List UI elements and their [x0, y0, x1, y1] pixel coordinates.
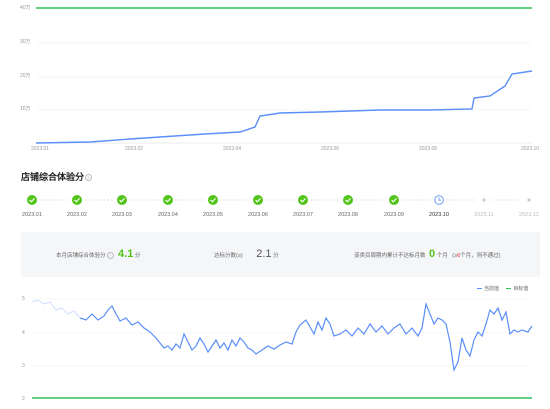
monthly-score-label: 本月店铺综合体验分 [56, 253, 106, 259]
section-title: 店铺综合体验分? [21, 170, 93, 183]
check-circle-icon [208, 195, 218, 205]
series-line [79, 301, 533, 372]
timeline-month-label: 2023.11 [474, 212, 494, 218]
check-circle-icon [253, 195, 263, 205]
fail-note-suffix: 个月，则不通过) [460, 253, 501, 259]
check-circle-icon [163, 195, 173, 205]
y-tick-label: 2 [22, 396, 25, 402]
x-tick-label: 2023.08 [419, 146, 438, 152]
timeline-month-label: 2023.03 [112, 212, 132, 218]
pass-score-label: 达标分数(≥) [214, 253, 243, 259]
fail-months: 该类目周期内累计不达标月数 0 个月 (≥6个月，则不通过) [354, 248, 501, 260]
timeline-month-label: 2023.10 [429, 212, 449, 218]
pending-dot-icon [482, 198, 486, 202]
y-tick-label: 4 [22, 330, 25, 336]
check-circle-icon [117, 195, 127, 205]
top-chart-plot [35, 7, 533, 144]
pass-score-value: 2.1 [256, 248, 272, 260]
pass-score-unit: 分 [273, 253, 279, 259]
x-tick-label: 2023.10 [521, 146, 540, 152]
check-circle-icon [298, 195, 308, 205]
x-tick-label: 2023.02 [125, 146, 144, 152]
legend-item-target[interactable]: 目标值 [506, 286, 528, 292]
legend-item-current[interactable]: 当前值 [477, 286, 499, 292]
x-tick-label: 2023.06 [321, 146, 340, 152]
x-tick-label: 2023.04 [223, 146, 242, 152]
y-tick-label: 40万 [20, 5, 31, 11]
check-circle-icon [72, 195, 82, 205]
monthly-score-value: 4.1 [118, 248, 134, 260]
check-circle-icon [27, 195, 37, 205]
timeline-month-label: 2023.04 [158, 212, 178, 218]
fail-note-number: 6 [457, 253, 461, 259]
pending-dot-icon [527, 198, 531, 202]
timeline-month-label: 2023.06 [248, 212, 268, 218]
chart-legend: 当前值 目标值 [477, 285, 528, 292]
check-circle-icon [343, 195, 353, 205]
pass-score: 达标分数(≥) 2.1 分 [214, 248, 279, 260]
clock-icon [434, 195, 444, 205]
y-tick-label: 10万 [20, 106, 31, 112]
section-title-text: 店铺综合体验分 [21, 172, 85, 182]
timeline-month-label: 2023.08 [338, 212, 358, 218]
timeline-month-label: 2023.02 [67, 212, 87, 218]
x-tick-label: 2023.01 [31, 146, 50, 152]
series-line [35, 70, 533, 144]
month-timeline [0, 190, 550, 220]
timeline-month-label: 2023.07 [293, 212, 313, 218]
fail-note-prefix: (≥ [452, 253, 458, 259]
timeline-track [27, 195, 531, 205]
y-tick-label: 5 [22, 296, 25, 302]
cumulative-line-chart: 40万 30万 20万 10万 2023.01 2023.02 2023.04 … [0, 0, 550, 160]
monthly-score: 本月店铺综合体验分? 4.1 分 [56, 248, 140, 260]
score-trend-chart: 当前值 目标值 5 4 3 2 [0, 280, 550, 409]
fail-months-unit: 个月 [436, 253, 448, 259]
timeline-month-label: 2023.05 [203, 212, 223, 218]
question-circle-icon[interactable]: ? [106, 252, 114, 260]
fail-months-label: 该类目周期内累计不达标月数 [354, 253, 426, 259]
y-tick-label: 20万 [20, 73, 31, 79]
score-summary-panel: 本月店铺综合体验分? 4.1 分 达标分数(≥) 2.1 分 该类目周期内累计不… [21, 232, 540, 277]
bottom-chart-plot [31, 298, 533, 399]
check-circle-icon [389, 195, 399, 205]
timeline-month-label: 2023.09 [384, 212, 404, 218]
y-tick-label: 30万 [20, 39, 31, 45]
monthly-score-unit: 分 [134, 253, 141, 259]
legend-label: 当前值 [484, 286, 500, 292]
timeline-month-label: 2023.01 [22, 212, 42, 218]
question-circle-icon[interactable]: ? [85, 174, 93, 182]
fail-months-note: (≥6个月，则不通过) [452, 253, 500, 259]
fail-months-value: 0 [429, 248, 436, 260]
timeline-month-label: 2023.12 [519, 212, 539, 218]
y-tick-label: 3 [22, 363, 25, 369]
series-line-faded [31, 299, 81, 319]
legend-label: 目标值 [513, 286, 529, 292]
